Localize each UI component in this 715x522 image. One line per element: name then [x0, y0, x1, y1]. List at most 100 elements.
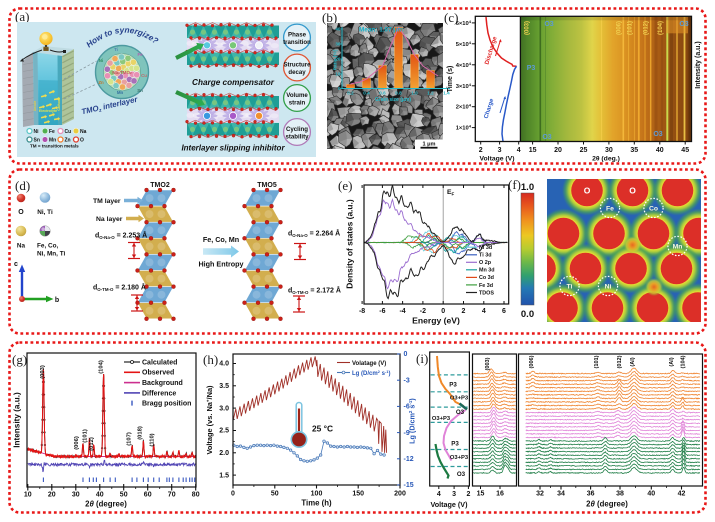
svg-text:38: 38	[616, 491, 624, 498]
svg-text:Fe: Fe	[606, 205, 614, 212]
svg-text:45: 45	[681, 147, 689, 154]
svg-text:4.0: 4.0	[219, 361, 229, 368]
svg-text:Volume: Volume	[286, 92, 308, 99]
svg-text:2: 2	[462, 308, 466, 315]
svg-text:O3+P3: O3+P3	[450, 455, 469, 461]
svg-text:5×104: 5×104	[456, 40, 472, 48]
svg-text:-3: -3	[404, 377, 410, 384]
svg-text:(003): (003)	[40, 365, 46, 379]
svg-text:O3: O3	[653, 131, 662, 138]
svg-text:32: 32	[536, 491, 544, 498]
svg-text:Grain size (μm): Grain size (μm)	[375, 97, 411, 103]
svg-text:Ratio [%]: Ratio [%]	[333, 49, 339, 70]
svg-text:(Al): (Al)	[669, 357, 675, 366]
svg-text:0: 0	[338, 86, 341, 91]
svg-text:High Entropy: High Entropy	[198, 260, 243, 269]
svg-text:2: 2	[479, 147, 483, 154]
svg-text:Intensity (a.u.): Intensity (a.u.)	[13, 392, 22, 448]
svg-text:3: 3	[452, 491, 456, 498]
svg-text:dO-TM-O = 2.180 Å: dO-TM-O = 2.180 Å	[93, 283, 146, 293]
svg-text:Fe: Fe	[49, 129, 55, 135]
svg-text:dO-TM-O = 2.172 Å: dO-TM-O = 2.172 Å	[288, 286, 341, 296]
svg-text:50: 50	[271, 491, 279, 498]
svg-text:(Al): (Al)	[630, 357, 636, 366]
svg-text:TM layer: TM layer	[93, 198, 121, 205]
svg-text:stability: stability	[285, 133, 309, 140]
svg-text:EF: EF	[447, 189, 455, 197]
svg-text:1×104: 1×104	[456, 124, 472, 132]
svg-text:Sn: Sn	[34, 137, 40, 143]
svg-text:Cycling: Cycling	[286, 126, 308, 133]
svg-text:Fe, Co,: Fe, Co,	[37, 243, 59, 250]
svg-text:c: c	[14, 261, 18, 268]
svg-text:10: 10	[24, 492, 32, 499]
svg-text:Voltage (V): Voltage (V)	[480, 156, 515, 163]
svg-text:Na layer: Na layer	[96, 216, 123, 223]
svg-text:Lg (D/cm2 s-1): Lg (D/cm2 s-1)	[352, 369, 390, 377]
svg-text:(h): (h)	[203, 352, 218, 367]
svg-text:dO-Na-O = 2.264 Å: dO-Na-O = 2.264 Å	[288, 229, 340, 239]
svg-text:Na: Na	[17, 243, 26, 250]
svg-text:-8: -8	[359, 308, 365, 315]
svg-text:(c): (c)	[444, 10, 458, 25]
svg-text:decay: decay	[288, 69, 306, 76]
svg-text:P3: P3	[449, 382, 457, 389]
svg-text:10: 10	[335, 72, 341, 77]
svg-text:(003): (003)	[485, 357, 491, 370]
svg-text:Mn: Mn	[673, 243, 683, 250]
svg-text:42: 42	[678, 491, 686, 498]
svg-text:2.5: 2.5	[219, 428, 229, 435]
svg-text:Ni 3d: Ni 3d	[479, 245, 492, 251]
svg-text:4×104: 4×104	[456, 61, 472, 69]
svg-text:15: 15	[529, 147, 537, 154]
svg-text:(104): (104)	[658, 21, 664, 35]
svg-text:Ni, Mn, Ti: Ni, Mn, Ti	[37, 251, 66, 258]
svg-text:(012): (012)	[89, 437, 95, 451]
svg-text:1 μm: 1 μm	[422, 142, 435, 148]
svg-text:Co 3d: Co 3d	[479, 275, 494, 281]
svg-text:Ti: Ti	[114, 47, 118, 52]
svg-text:(003): (003)	[525, 21, 531, 35]
svg-text:(018): (018)	[138, 426, 144, 440]
svg-text:20: 20	[554, 147, 562, 154]
svg-text:0.6: 0.6	[379, 91, 386, 96]
svg-text:Ni: Ni	[34, 129, 40, 135]
svg-text:0.0: 0.0	[521, 309, 534, 320]
svg-text:0: 0	[231, 491, 235, 498]
svg-text:70: 70	[168, 492, 176, 499]
svg-text:(006): (006)	[617, 21, 623, 35]
svg-text:6×104: 6×104	[456, 19, 472, 27]
svg-text:Cathode: Cathode	[57, 97, 61, 111]
svg-text:15: 15	[477, 491, 485, 498]
svg-text:80: 80	[192, 492, 200, 499]
svg-text:4: 4	[517, 147, 521, 154]
svg-text:Volatage (V): Volatage (V)	[352, 361, 386, 367]
svg-text:Co: Co	[649, 205, 658, 212]
svg-text:Zn: Zn	[98, 80, 104, 85]
svg-text:(101): (101)	[628, 21, 634, 35]
svg-text:-6: -6	[404, 404, 410, 411]
svg-text:30: 30	[335, 42, 341, 47]
svg-text:(f): (f)	[508, 177, 521, 192]
svg-text:O: O	[629, 186, 636, 196]
svg-text:1.5: 1.5	[219, 472, 229, 479]
svg-text:TMO2: TMO2	[150, 182, 170, 189]
svg-text:1.2: 1.2	[427, 91, 434, 96]
svg-text:O3: O3	[457, 471, 466, 478]
svg-text:(104): (104)	[681, 355, 687, 368]
svg-text:Difference: Difference	[142, 390, 176, 397]
svg-text:3: 3	[498, 147, 502, 154]
svg-text:0.8: 0.8	[395, 91, 402, 96]
svg-text:(a): (a)	[15, 9, 29, 24]
svg-text:Voltage (V): Voltage (V)	[430, 500, 468, 509]
svg-text:-2: -2	[420, 308, 426, 315]
svg-text:-15: -15	[404, 482, 414, 489]
svg-text:Charge compensator: Charge compensator	[192, 78, 275, 87]
svg-text:40: 40	[656, 147, 664, 154]
svg-text:-12: -12	[404, 456, 414, 463]
svg-text:2θ (degree): 2θ (degree)	[85, 500, 127, 509]
svg-text:Ti 3d: Ti 3d	[479, 253, 491, 259]
svg-text:O: O	[80, 137, 84, 143]
svg-text:(110): (110)	[150, 433, 156, 446]
svg-text:(101): (101)	[83, 429, 89, 443]
